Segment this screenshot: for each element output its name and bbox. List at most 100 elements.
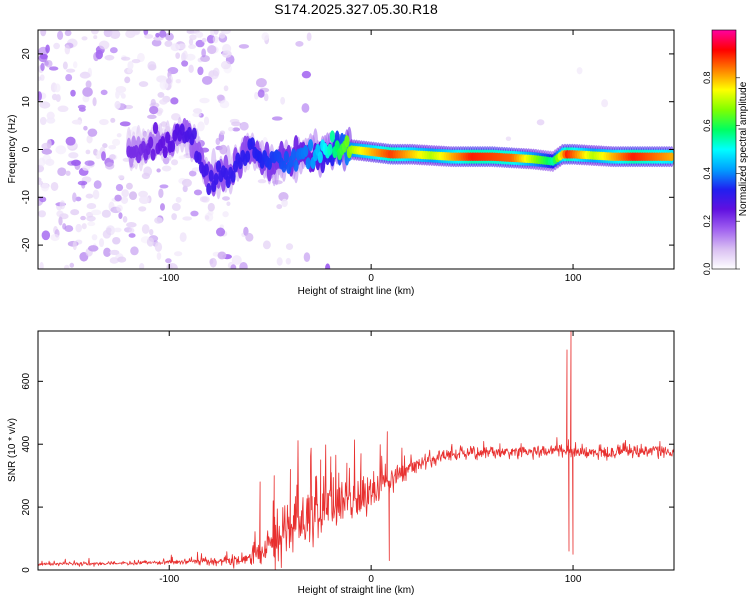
spectrogram-noise-blob [81, 36, 88, 41]
spectrogram-noise-blob [222, 211, 229, 218]
spectrogram-y-label: Frequency (Hz) [7, 115, 18, 184]
spectrogram-noise-blob [45, 44, 50, 54]
spectrogram-noise-blob [48, 66, 59, 71]
spectrogram-noise-blob [41, 230, 51, 241]
spectrogram-noise-blob [222, 43, 232, 54]
spectrogram-noise-blob [103, 247, 111, 258]
colorbar: 0.0 0.2 0.4 0.6 0.8 Normalized spectral ampl… [702, 29, 749, 276]
spectrogram-noise-blob [116, 133, 122, 138]
x-tick-label: 100 [565, 273, 582, 284]
spectrogram-noise-blob [53, 42, 60, 50]
spectrogram-noise-blob [65, 68, 76, 73]
spectrogram-noise-blob [78, 107, 86, 112]
spectrogram-noise-blob [141, 224, 150, 234]
spectrogram-noise-blob [201, 48, 206, 58]
spectrogram-noise-blob [71, 159, 82, 166]
spectrogram-noise-blob [164, 40, 173, 47]
spectrogram-noise-blob [87, 128, 98, 137]
spectrogram-noise-blob [178, 155, 187, 160]
spectrogram-ridge-cell [317, 151, 323, 164]
spectrogram-noise-blob [39, 74, 45, 81]
spectrogram-noise-blob [147, 114, 157, 120]
spectrogram-ridge-cell [305, 157, 311, 170]
spectrogram-noise-blob [165, 258, 172, 264]
spectrogram-noise-blob [245, 232, 254, 242]
spectrogram-noise-blob [126, 182, 133, 190]
spectrogram-noise-blob [239, 121, 249, 131]
spectrogram-noise-blob [188, 170, 197, 177]
spectrogram-noise-blob [216, 227, 226, 237]
spectrogram-noise-blob [181, 52, 186, 63]
spectrogram-ridge-cell [162, 146, 168, 159]
colorbar-tick-label: 0.0 [702, 263, 712, 276]
spectrogram-noise-blob [80, 215, 86, 221]
spectrogram-noise-blob [149, 105, 159, 115]
spectrogram-noise-blob [156, 252, 162, 261]
spectrogram-noise-blob [84, 160, 95, 166]
spectrogram-ridge-cell [191, 127, 197, 140]
spectrogram-ridge-cell [291, 148, 297, 161]
snr-panel: -100 0 100 0 200 400 600 Height of straight l… [7, 330, 675, 596]
spectrogram-noise-blob [159, 80, 169, 90]
spectrogram-noise-blob [147, 61, 157, 71]
spectrogram-ridge-cell [152, 121, 159, 134]
spectrogram-ridge-cell [293, 159, 299, 172]
spectrogram-noise-blob [166, 77, 172, 84]
spectrogram-ridge [126, 116, 674, 200]
spectrogram-noise-blob [120, 56, 131, 61]
spectrogram-noise-blob [129, 30, 140, 36]
spectrogram-noise-blob [109, 249, 120, 256]
y-tick-label: 10 [21, 96, 32, 108]
spectrogram-noise-blob [39, 116, 47, 126]
spectrogram-ridge-cell [249, 137, 256, 150]
spectrogram-noise-blob [278, 191, 289, 202]
spectrogram-noise-blob [154, 242, 163, 252]
spectrogram-noise-blob [40, 30, 47, 37]
spectrogram-x-label: Height of straight line (km) [298, 286, 415, 297]
spectrogram-noise-blob [70, 89, 76, 97]
spectrogram-noise-blob [83, 125, 88, 131]
spectrogram-noise-blob [124, 76, 131, 84]
y-tick-label: 0 [21, 146, 32, 152]
spectrogram-ridge-cell [281, 160, 287, 173]
spectrogram-noise-blob [62, 61, 68, 70]
spectrogram-noise-blob [505, 136, 512, 142]
spectrogram-noise-blob [175, 78, 181, 84]
spectrogram-noise-blob [57, 167, 67, 177]
spectrogram-noise-blob [217, 251, 227, 260]
spectrogram-noise-blob [306, 32, 312, 42]
spectrogram-ridge-cell [668, 152, 674, 161]
spectrogram-noise-blob [71, 119, 83, 125]
spectrogram-noise-blob [99, 238, 105, 248]
spectrogram-noise-blob [175, 52, 181, 59]
spectrogram-noise-blob [254, 91, 259, 100]
spectrogram-noise-blob [85, 193, 94, 199]
spectrogram-noise-blob [92, 97, 97, 107]
spectrogram-noise-blob [159, 30, 167, 38]
spectrogram-noise-blob [207, 202, 215, 212]
spectrogram-noise-blob [171, 159, 179, 166]
spectrogram-noise-blob [57, 30, 64, 40]
spectrogram-noise-blob [171, 203, 181, 212]
spectrogram-noise-blob [75, 223, 82, 233]
spectrogram-noise-blob [114, 100, 121, 109]
spectrogram-noise-blob [138, 190, 148, 198]
spectrogram-noise-blob [303, 252, 311, 263]
spectrogram-noise-blob [186, 30, 195, 34]
spectrogram-noise-blob [91, 209, 102, 216]
spectrogram-ridge-cell [283, 150, 289, 163]
spectrogram-noise-blob [209, 257, 217, 268]
spectrogram-noise-blob [193, 189, 203, 196]
spectrogram-noise-blob [64, 264, 70, 269]
spectrogram-noise-blob [212, 35, 219, 44]
spectrogram-noise-blob [154, 217, 163, 224]
spectrogram-noise-blob [102, 143, 108, 149]
spectrogram-ridge-cell [165, 131, 171, 144]
spectrogram-noise-blob [301, 70, 312, 79]
spectrogram-noise-blob [39, 196, 47, 203]
spectrogram-noise-blob [100, 89, 108, 96]
spectrogram-noise-blob [109, 30, 121, 39]
spectrogram-noise-blob [188, 44, 197, 50]
